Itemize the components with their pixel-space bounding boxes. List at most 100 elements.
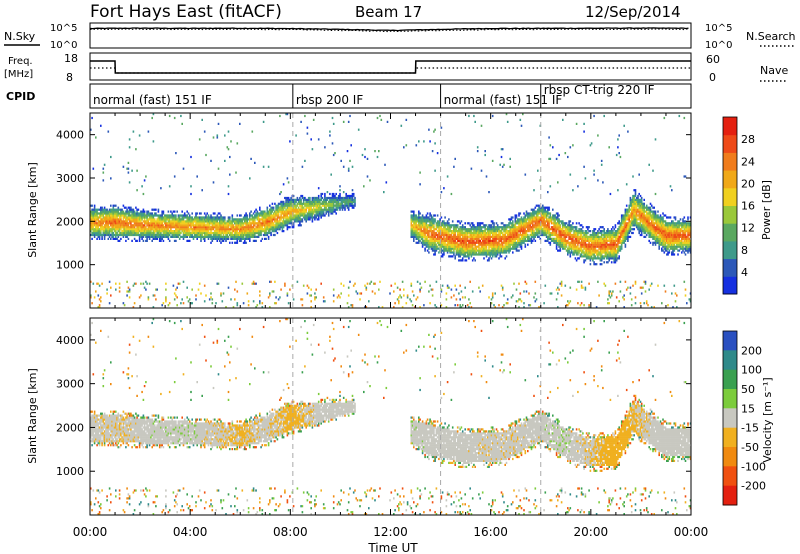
power-echo-cell	[151, 212, 153, 215]
power-echo-cell	[275, 214, 277, 217]
power-echo-cell	[210, 237, 212, 240]
power-echo-cell	[107, 218, 110, 221]
power-echo-cell	[137, 233, 140, 237]
power-echo-cell	[528, 235, 530, 238]
power-echo-cell	[306, 216, 309, 219]
power-echo-cell	[464, 286, 466, 289]
power-echo-cell	[202, 226, 205, 229]
power-echo-cell	[330, 204, 332, 207]
power-echo-cell	[115, 214, 117, 217]
power-echo-cell	[205, 294, 207, 297]
power-echo-cell	[166, 218, 168, 221]
power-echo-cell	[137, 216, 140, 219]
power-echo-cell	[282, 204, 285, 207]
power-echo-cell	[108, 302, 111, 305]
power-echo-cell	[478, 237, 480, 240]
power-echo-cell	[215, 231, 217, 235]
power-echo-cell	[289, 214, 291, 217]
power-echo-cell	[284, 284, 286, 287]
power-echo-cell	[433, 226, 435, 229]
power-echo-cell	[112, 235, 115, 238]
power-echo-cell	[560, 282, 563, 285]
power-echo-cell	[163, 230, 166, 233]
power-echo-cell	[100, 218, 102, 221]
power-echo-cell	[299, 214, 301, 217]
power-echo-cell	[282, 183, 285, 186]
power-echo-cell	[216, 222, 219, 225]
power-echo-cell	[178, 237, 181, 240]
power-echo-cell	[415, 222, 418, 225]
power-echo-cell	[186, 220, 188, 223]
power-echo-cell	[314, 216, 316, 219]
power-echo-cell	[150, 231, 152, 235]
power-echo-cell	[305, 208, 307, 211]
power-echo-cell	[105, 233, 107, 237]
power-echo-cell	[490, 257, 493, 260]
power-echo-cell	[98, 216, 101, 219]
power-echo-cell	[116, 224, 118, 227]
power-echo-cell	[444, 241, 446, 244]
power-echo-cell	[141, 237, 143, 240]
power-echo-cell	[312, 208, 315, 211]
nsky-tick-low: 10^0	[50, 40, 77, 51]
power-echo-cell	[118, 286, 121, 289]
power-echo-cell	[490, 224, 493, 227]
power-echo-cell	[294, 208, 296, 211]
power-echo-cell	[250, 210, 252, 213]
power-echo-cell	[215, 218, 217, 221]
power-echo-cell	[274, 216, 276, 219]
power-echo-cell	[91, 222, 93, 225]
power-echo-cell	[548, 222, 550, 225]
power-echo-cell	[115, 235, 117, 238]
power-echo-cell	[349, 114, 351, 118]
power-echo-cell	[232, 230, 235, 233]
power-echo-cell	[131, 230, 133, 233]
power-echo-cell	[270, 226, 272, 229]
power-echo-cell	[317, 198, 320, 201]
power-echo-cell	[214, 218, 216, 221]
power-echo-cell	[269, 220, 271, 223]
power-echo-cell	[241, 220, 244, 223]
power-echo-cell	[485, 247, 488, 250]
power-echo-cell	[93, 212, 96, 215]
power-echo-cell	[180, 231, 182, 235]
power-echo-cell	[212, 181, 215, 184]
power-echo-cell	[244, 228, 246, 231]
power-echo-cell	[317, 208, 320, 211]
power-echo-cell	[201, 222, 203, 225]
power-echo-cell	[105, 214, 107, 217]
power-echo-cell	[188, 214, 191, 217]
cpid-segment-label: normal (fast) 151 IF	[444, 93, 563, 107]
power-echo-cell	[105, 216, 107, 219]
power-echo-cell	[284, 222, 286, 225]
power-echo-cell	[186, 231, 188, 235]
power-echo-cell	[146, 282, 148, 285]
power-echo-cell	[265, 228, 267, 231]
power-echo-cell	[474, 259, 476, 262]
power-echo-cell	[208, 228, 211, 231]
power-echo-cell	[309, 208, 311, 211]
power-echo-cell	[180, 235, 182, 238]
power-echo-cell	[222, 239, 225, 242]
power-echo-cell	[206, 230, 208, 233]
power-echo-cell	[216, 136, 219, 139]
power-echo-cell	[374, 292, 376, 295]
power-echo-cell	[90, 222, 92, 225]
power-echo-cell	[300, 210, 302, 213]
power-echo-cell	[245, 231, 247, 235]
power-echo-cell	[186, 216, 188, 219]
power-echo-cell	[302, 208, 305, 211]
power-echo-cell	[153, 212, 156, 215]
power-echo-cell	[219, 235, 221, 238]
power-echo-cell	[235, 226, 237, 229]
power-echo-cell	[410, 284, 413, 287]
power-echo-cell	[118, 212, 121, 215]
power-echo-cell	[229, 231, 231, 235]
power-echo-cell	[296, 198, 299, 201]
power-echo-cell	[118, 290, 121, 293]
power-echo-cell	[147, 222, 150, 225]
power-echo-cell	[289, 202, 291, 205]
power-echo-cell	[269, 224, 271, 227]
power-echo-cell	[195, 220, 197, 223]
